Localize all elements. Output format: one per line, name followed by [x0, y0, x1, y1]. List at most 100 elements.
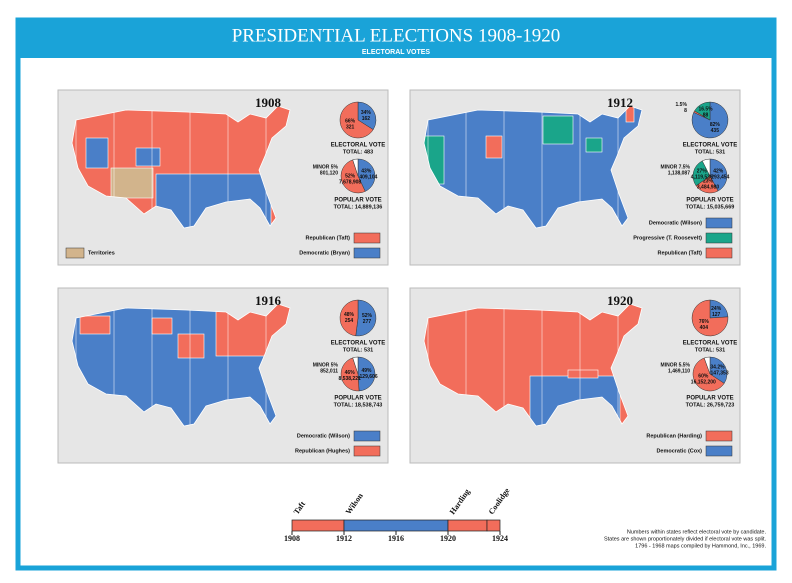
popular-total: TOTAL: 14,889,136 — [334, 204, 383, 210]
slice-count: 88 — [703, 113, 709, 119]
slice-label: 1.5% — [676, 102, 688, 108]
slice-count: 9,129,606 — [355, 374, 377, 380]
slice-label: 27% — [697, 168, 708, 174]
panel-title: 1916 — [255, 293, 282, 308]
slice-label: 60% — [698, 374, 709, 380]
term-bar — [291, 519, 345, 532]
panel-title: 1920 — [607, 293, 633, 308]
pie-slice — [694, 101, 711, 121]
slice-label: 42% — [713, 168, 724, 174]
legend-swatch — [705, 247, 733, 259]
slice-count: 6,293,454 — [707, 174, 729, 180]
slice-label: MINOR 5.5% — [661, 362, 691, 368]
electoral-label: ELECTORAL VOTE — [683, 143, 737, 149]
state-region — [79, 315, 111, 335]
slice-label: 34.2% — [710, 364, 725, 370]
panel-title: 1908 — [255, 95, 282, 110]
slice-count: 162 — [362, 116, 371, 122]
state-region — [625, 106, 635, 123]
legend-swatch — [353, 232, 381, 244]
pie-slice — [701, 158, 711, 177]
slice-count: 9,147,353 — [706, 370, 728, 376]
state-region — [567, 369, 599, 379]
slice-count: 254 — [345, 318, 354, 324]
slice-count: 7,678,908 — [339, 179, 361, 185]
popular-label: POPULAR VOTE — [334, 396, 381, 402]
slice-count: 1,138,087 — [668, 170, 690, 176]
pie-slice — [352, 158, 359, 177]
footnote: States are shown proportionately divided… — [604, 536, 767, 542]
popular-total: TOTAL: 26,759,723 — [686, 402, 735, 408]
legend-label: Republican (Hughes) — [295, 448, 350, 454]
electoral-label: ELECTORAL VOTE — [331, 143, 385, 149]
legend-swatch — [353, 445, 381, 457]
popular-label: POPULAR VOTE — [686, 396, 733, 402]
pie-slice — [703, 356, 711, 375]
state-region — [177, 333, 205, 359]
panel-title: 1912 — [607, 95, 633, 110]
slice-count: 16,152,200 — [691, 380, 716, 386]
pie-slice — [352, 356, 359, 375]
legend-swatch — [65, 247, 85, 259]
state-region — [485, 135, 503, 159]
pie-slice — [357, 356, 376, 392]
slice-label: 48% — [344, 312, 355, 318]
us-border — [423, 105, 643, 229]
slice-label: 16.5% — [698, 107, 713, 113]
us-border — [423, 303, 643, 427]
pie-slice — [340, 357, 360, 392]
electoral-total: TOTAL: 531 — [695, 347, 725, 353]
slice-label: MINOR 5% — [313, 164, 339, 170]
slice-count: 4,119,538 — [691, 174, 713, 180]
slice-label: 82% — [710, 122, 721, 128]
pie-slice — [709, 158, 728, 192]
year-label: 1924 — [492, 534, 508, 543]
pie-slice — [357, 158, 376, 192]
legend-label: Progressive (T. Roosevelt) — [633, 235, 702, 241]
electoral-label: ELECTORAL VOTE — [683, 341, 737, 347]
slice-label: 52% — [362, 313, 373, 319]
header-bar — [20, 22, 772, 58]
popular-label: POPULAR VOTE — [686, 198, 733, 204]
legend-label: Democratic (Wilson) — [649, 220, 702, 226]
state-region — [85, 137, 109, 169]
slice-count: 6,409,104 — [355, 174, 377, 180]
legend-swatch — [353, 430, 381, 442]
pie-slice — [339, 101, 374, 139]
us-border — [71, 105, 291, 229]
slice-label: MINOR 7.5% — [661, 164, 691, 170]
slice-label: MINOR 5% — [313, 362, 339, 368]
electoral-total: TOTAL: 483 — [343, 149, 373, 155]
term-bar — [486, 519, 501, 532]
electoral-total: TOTAL: 531 — [343, 347, 373, 353]
pie-slice — [691, 299, 729, 337]
slice-label: 46% — [345, 370, 356, 376]
pie-slice — [692, 160, 711, 187]
year-label: 1920 — [440, 534, 456, 543]
state-region — [585, 137, 603, 153]
slice-label: 52% — [345, 173, 356, 179]
legend-label: Republican (Taft) — [305, 235, 350, 241]
us-map — [71, 303, 291, 427]
legend-label: Democratic (Bryan) — [299, 250, 350, 256]
slice-label: 66% — [345, 119, 356, 125]
footnote: 1796 - 1968 maps compiled by Hammond, In… — [635, 543, 766, 549]
popular-label: POPULAR VOTE — [334, 198, 381, 204]
state-region — [135, 147, 161, 167]
slice-count: 321 — [346, 125, 355, 131]
state-region — [151, 317, 173, 335]
electoral-total: TOTAL: 531 — [695, 149, 725, 155]
state-region — [542, 115, 574, 145]
slice-count: 127 — [712, 312, 721, 318]
legend-swatch — [705, 430, 733, 442]
pie-slice — [692, 357, 725, 392]
legend-label: Republican (Taft) — [657, 250, 702, 256]
legend-swatch — [705, 232, 733, 244]
year-label: 1912 — [336, 534, 352, 543]
us-border — [71, 303, 291, 427]
legend-label: Democratic (Wilson) — [297, 433, 350, 439]
